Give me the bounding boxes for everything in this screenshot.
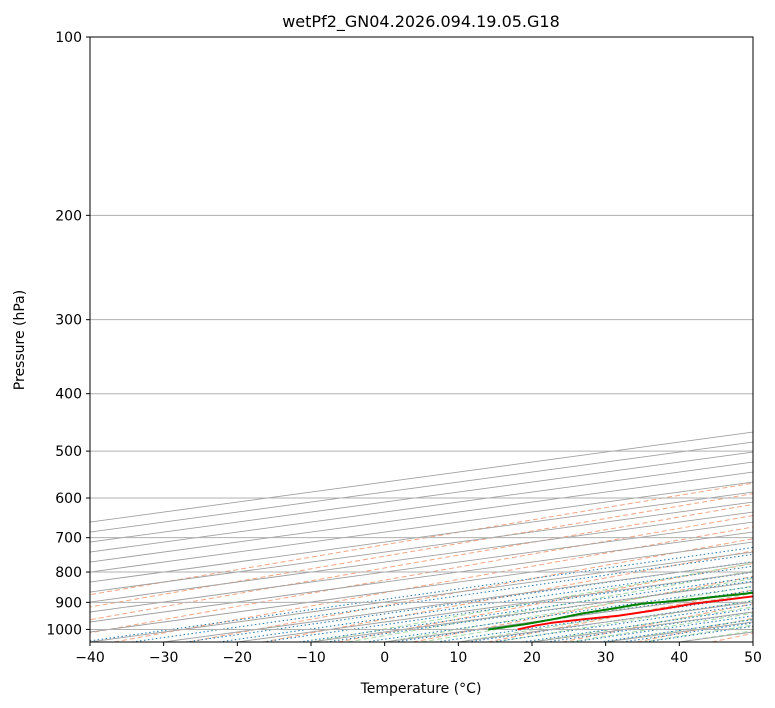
isotherm-line bbox=[90, 511, 753, 603]
isotherm-line bbox=[90, 461, 753, 553]
mixing-ratio-line bbox=[299, 576, 753, 642]
isotherm-line bbox=[90, 481, 753, 573]
y-tick-label: 900 bbox=[55, 595, 82, 611]
y-tick-label: 100 bbox=[55, 30, 82, 46]
y-tick-label: 300 bbox=[55, 313, 82, 329]
x-tick-label: −40 bbox=[75, 650, 105, 666]
x-tick-label: 20 bbox=[523, 650, 541, 666]
mixing-ratio-line bbox=[365, 586, 753, 642]
y-tick-label: 600 bbox=[55, 491, 82, 507]
x-tick-label: −20 bbox=[223, 650, 253, 666]
y-axis-title: Pressure (hPa) bbox=[12, 290, 28, 390]
isotherm-line bbox=[90, 521, 753, 613]
y-tick-label: 200 bbox=[55, 208, 82, 224]
x-tick-label: 40 bbox=[670, 650, 688, 666]
isotherm-line bbox=[90, 491, 753, 583]
isotherm-line bbox=[90, 501, 753, 593]
x-tick-label: 0 bbox=[380, 650, 389, 666]
isotherm-line bbox=[752, 641, 753, 642]
grid-layer bbox=[90, 37, 753, 642]
plot-background bbox=[90, 37, 753, 642]
mixing-ratio-line bbox=[325, 580, 753, 642]
x-tick-label: 30 bbox=[597, 650, 615, 666]
y-tick-label: 700 bbox=[55, 531, 82, 547]
mixing-ratio-line bbox=[90, 546, 753, 642]
y-tick-label: 800 bbox=[55, 565, 82, 581]
y-tick-label: 1000 bbox=[46, 622, 82, 638]
x-tick-label: −30 bbox=[149, 650, 179, 666]
isotherm-line bbox=[90, 471, 753, 563]
y-tick-label: 400 bbox=[55, 387, 82, 403]
isotherm-line bbox=[90, 531, 753, 623]
y-tick-label: 500 bbox=[55, 444, 82, 460]
x-axis-title: Temperature (°C) bbox=[360, 681, 482, 697]
x-tick-label: 10 bbox=[449, 650, 467, 666]
x-tick-label: 50 bbox=[744, 650, 762, 666]
x-tick-label: −10 bbox=[296, 650, 326, 666]
isotherm-line bbox=[90, 451, 753, 543]
chart-title: wetPf2_GN04.2026.094.19.05.G18 bbox=[282, 12, 560, 32]
plot-frame bbox=[89, 36, 754, 643]
